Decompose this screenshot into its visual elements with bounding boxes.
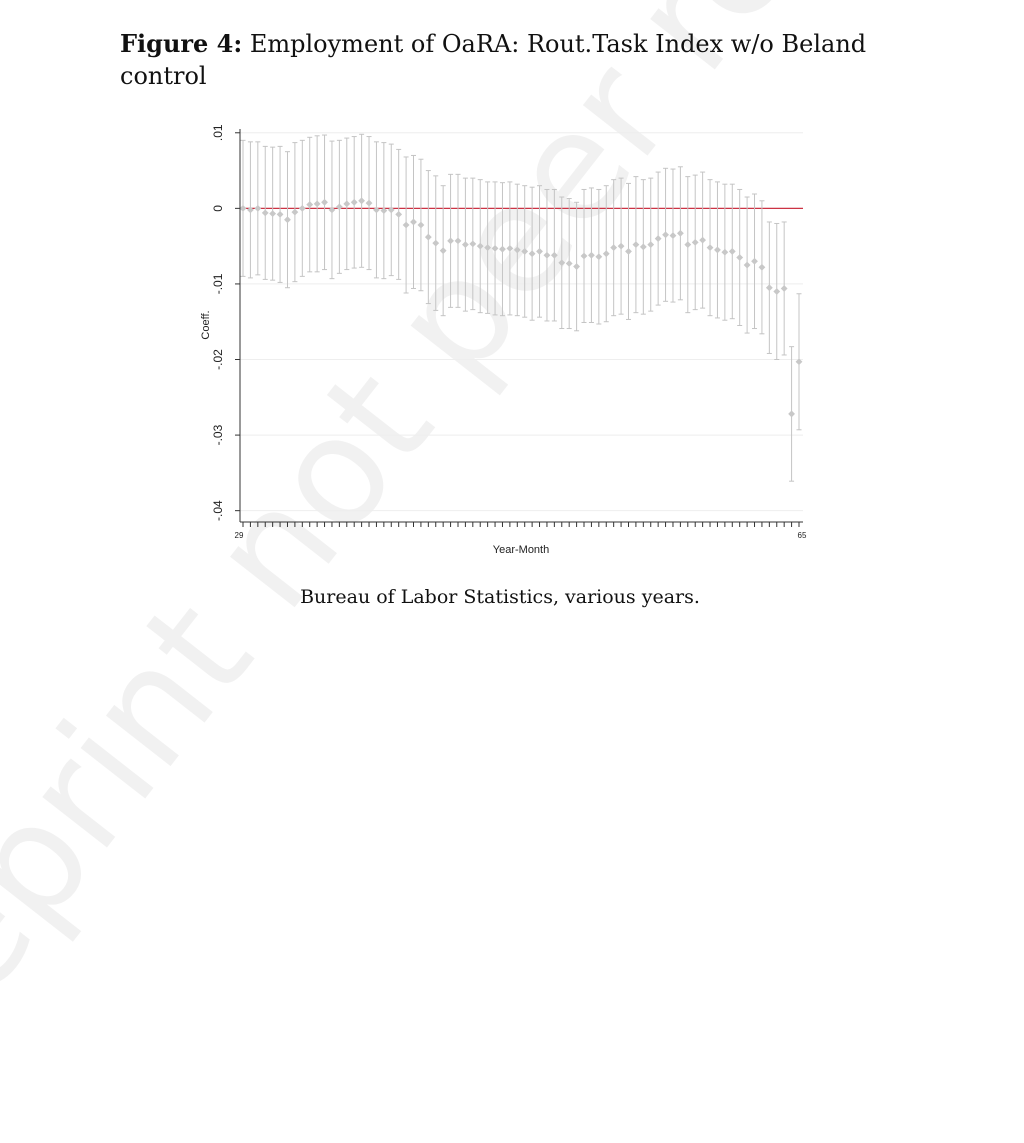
coef-point [402, 221, 410, 229]
coef-point [313, 200, 321, 208]
coef-point [276, 211, 284, 218]
coef-point [528, 250, 536, 258]
coef-point [432, 239, 440, 247]
coef-point [728, 248, 736, 255]
coef-point [625, 248, 632, 255]
coef-point [484, 244, 492, 252]
coef-point [758, 263, 766, 271]
confidence-intervals [240, 133, 802, 482]
y-tick-label: .01 [211, 124, 225, 141]
coef-point [721, 248, 729, 256]
coef-point [365, 199, 373, 207]
coef-point [706, 244, 714, 252]
y-tick-label: -.04 [211, 500, 225, 521]
coef-point [558, 259, 566, 267]
y-tick-label: -.03 [211, 424, 225, 445]
coef-point [499, 245, 506, 253]
coef-point [513, 246, 521, 254]
coef-point [335, 203, 343, 211]
y-tick-label: -.02 [211, 349, 225, 370]
coef-point [788, 410, 795, 418]
coef-point [573, 263, 580, 270]
coef-point [387, 206, 395, 214]
coef-point [765, 284, 773, 292]
coef-point [343, 200, 351, 208]
x-axis-label: Year-Month [493, 544, 549, 556]
coef-point [239, 204, 247, 212]
coef-point [691, 238, 699, 246]
coef-point [647, 241, 655, 249]
coef-point [410, 218, 417, 226]
figure-label: Figure 4: [120, 29, 243, 58]
x-tick-label-first: 29 [235, 531, 244, 540]
coef-point [654, 235, 662, 242]
coef-point [699, 236, 707, 244]
coef-point [506, 245, 514, 252]
coef-point [580, 252, 588, 260]
coef-point [662, 231, 669, 239]
coef-point [306, 201, 314, 208]
coef-point [669, 232, 677, 239]
coef-point [380, 207, 388, 215]
coef-point [639, 243, 647, 251]
coef-point [469, 240, 477, 248]
coef-point [284, 216, 291, 224]
coef-point [795, 358, 803, 366]
figure-caption: Figure 4: Employment of OaRA: Rout.Task … [120, 28, 900, 92]
coef-point [291, 208, 299, 216]
source-note: Bureau of Labor Statistics, various year… [300, 586, 700, 608]
coef-point [261, 209, 269, 217]
coef-point [751, 257, 758, 265]
coef-point [773, 288, 781, 295]
coef-point [550, 251, 558, 259]
coef-point [328, 206, 336, 214]
coef-point [269, 210, 277, 218]
figure-title: Employment of OaRA: Rout.Task Index w/o … [120, 30, 867, 90]
coef-point [358, 197, 366, 205]
coef-point [373, 206, 380, 214]
coef-point [743, 261, 751, 269]
coef-point [447, 237, 454, 245]
coef-point [602, 250, 610, 258]
coef-point [350, 198, 358, 206]
coef-point [684, 241, 692, 249]
x-tick-label-last: 65 [798, 531, 807, 540]
coef-point [424, 233, 432, 241]
coef-point [736, 254, 744, 261]
y-tick-label: -.01 [211, 273, 225, 294]
coef-point [247, 206, 254, 214]
coef-point [543, 251, 551, 259]
coef-point [254, 204, 262, 212]
coef-point [439, 247, 447, 255]
coef-point [676, 229, 684, 237]
coef-point [536, 248, 543, 255]
coef-point [521, 248, 529, 255]
coef-point [298, 204, 306, 212]
coef-point [780, 285, 788, 292]
coef-point [617, 242, 625, 250]
coef-point [632, 241, 640, 249]
coef-point [454, 237, 462, 245]
axes: .01 0 -.01 -.02 -.03 -.04 29 65 [211, 124, 807, 540]
coef-point [462, 241, 469, 249]
y-axis-label: Coeff. [200, 310, 212, 339]
coef-point [476, 242, 484, 250]
coef-point [321, 198, 328, 206]
coefficient-points [239, 197, 803, 418]
coef-point [395, 211, 403, 218]
coef-point [610, 244, 618, 252]
coefficient-chart: .01 0 -.01 -.02 -.03 -.04 29 65 Coeff. Year-Mon… [200, 124, 807, 556]
coef-point [491, 245, 499, 252]
coef-point [714, 246, 721, 254]
coef-point [565, 260, 573, 267]
coef-point [417, 221, 425, 229]
y-tick-label: 0 [211, 205, 225, 212]
coef-point [595, 253, 603, 261]
coef-point [588, 251, 595, 259]
